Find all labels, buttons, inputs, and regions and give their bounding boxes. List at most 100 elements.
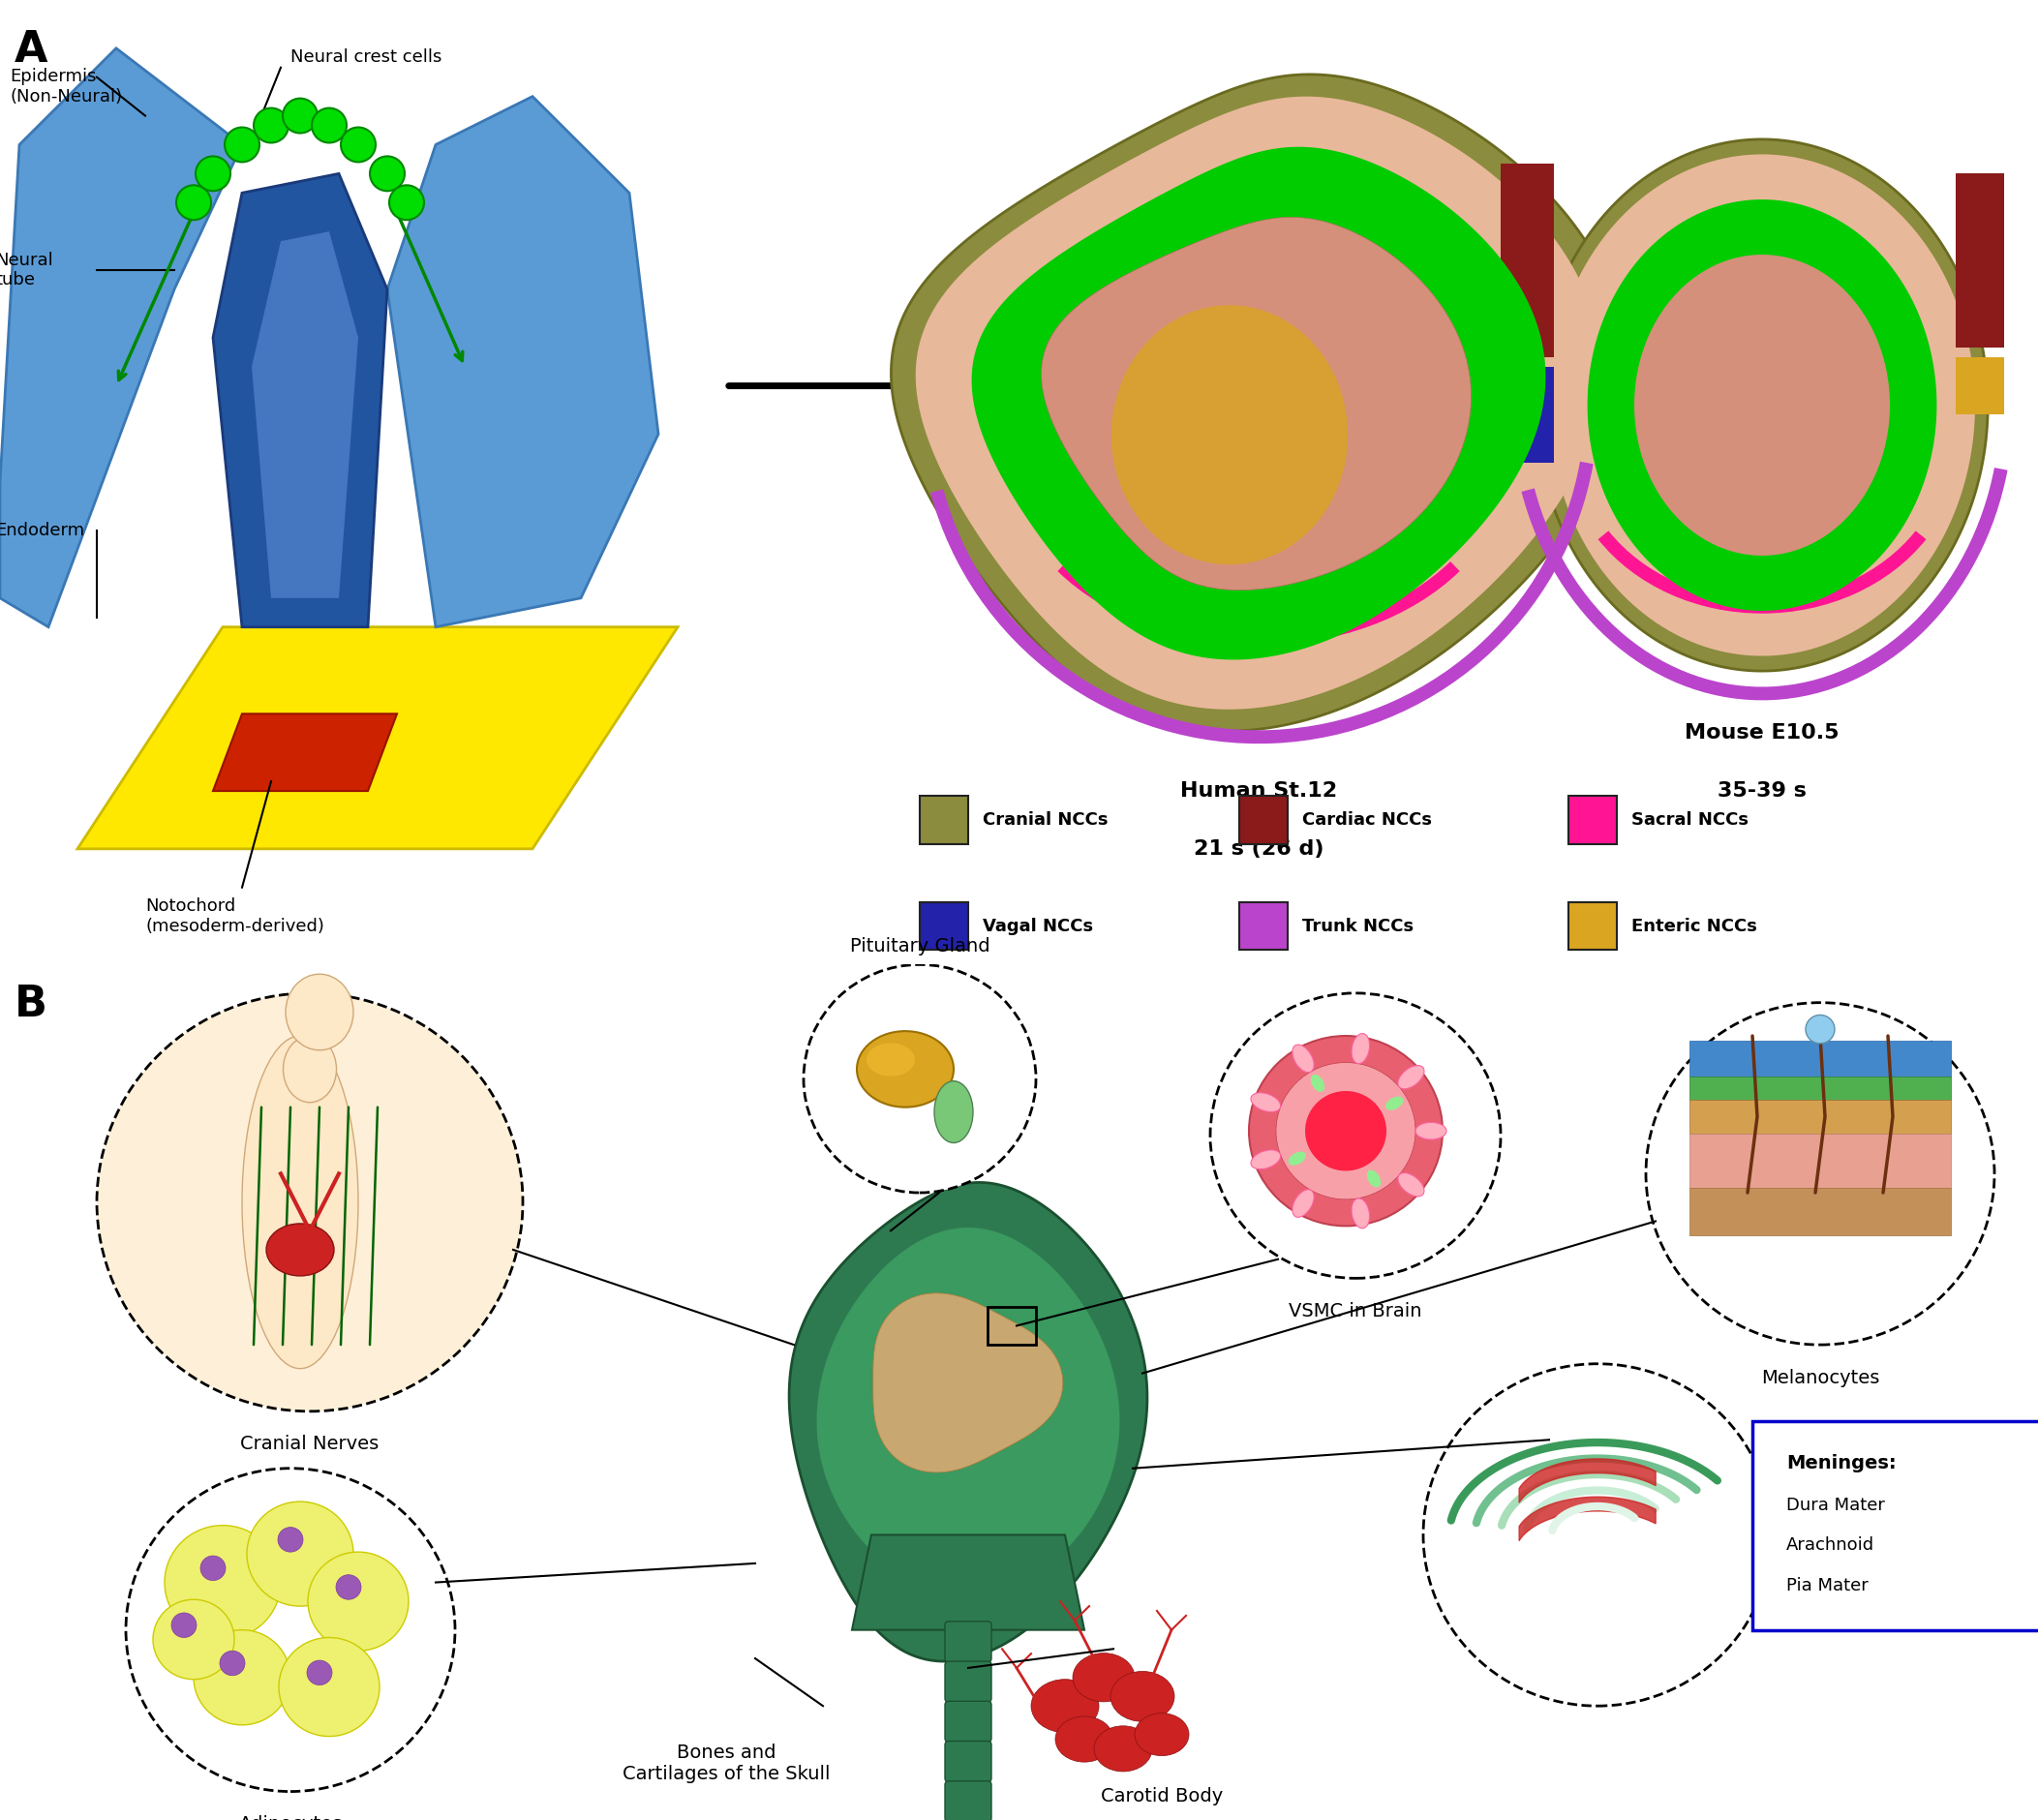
Ellipse shape [933, 1081, 972, 1143]
Polygon shape [214, 173, 387, 626]
Circle shape [175, 186, 212, 220]
Text: Endoderm: Endoderm [0, 522, 84, 539]
Text: Carotid Body: Carotid Body [1101, 1787, 1223, 1805]
FancyBboxPatch shape [1569, 795, 1616, 844]
Polygon shape [1634, 255, 1889, 555]
Text: Trunk NCCs: Trunk NCCs [1302, 917, 1414, 935]
Ellipse shape [1251, 1092, 1280, 1112]
FancyBboxPatch shape [946, 1662, 990, 1702]
Circle shape [277, 1527, 304, 1552]
Ellipse shape [1386, 1096, 1404, 1110]
Ellipse shape [1367, 1170, 1382, 1187]
Text: Adipocytes: Adipocytes [238, 1815, 342, 1820]
FancyBboxPatch shape [946, 1702, 990, 1742]
Polygon shape [872, 1294, 1064, 1472]
Text: Sacral NCCs: Sacral NCCs [1630, 812, 1749, 828]
Polygon shape [214, 713, 397, 792]
Ellipse shape [1072, 1653, 1135, 1702]
Polygon shape [1537, 140, 1987, 672]
Text: VSMC in Brain: VSMC in Brain [1288, 1301, 1423, 1320]
Polygon shape [1111, 306, 1347, 564]
Text: Bones and
Cartilages of the Skull: Bones and Cartilages of the Skull [622, 1744, 829, 1784]
Text: Dura Mater: Dura Mater [1785, 1496, 1885, 1514]
Bar [1690, 1188, 1950, 1236]
Ellipse shape [267, 1223, 334, 1276]
Polygon shape [789, 1183, 1147, 1662]
FancyBboxPatch shape [1239, 903, 1288, 950]
Circle shape [803, 965, 1035, 1192]
Text: Melanocytes: Melanocytes [1761, 1369, 1879, 1387]
Ellipse shape [1111, 1671, 1174, 1722]
Circle shape [1304, 1090, 1386, 1170]
Text: Cranial NCCs: Cranial NCCs [982, 812, 1109, 828]
Text: Cranial Nerves: Cranial Nerves [240, 1434, 379, 1454]
Ellipse shape [1031, 1680, 1098, 1733]
Polygon shape [1041, 217, 1471, 590]
Ellipse shape [1416, 1123, 1447, 1139]
FancyBboxPatch shape [919, 903, 968, 950]
Text: Enteric NCCs: Enteric NCCs [1630, 917, 1757, 935]
Circle shape [1249, 1036, 1443, 1227]
Ellipse shape [283, 1036, 336, 1103]
Polygon shape [387, 96, 658, 626]
Ellipse shape [1398, 1172, 1425, 1196]
Polygon shape [1518, 1496, 1655, 1542]
Circle shape [308, 1660, 332, 1685]
FancyBboxPatch shape [919, 795, 968, 844]
Text: Neural
tube: Neural tube [0, 251, 53, 289]
Bar [1956, 173, 2003, 348]
Bar [1690, 1077, 1950, 1099]
Polygon shape [253, 231, 359, 599]
Circle shape [220, 1651, 245, 1676]
Polygon shape [852, 1534, 1084, 1631]
Circle shape [171, 1613, 196, 1638]
Ellipse shape [1056, 1716, 1113, 1762]
Bar [988, 1307, 1035, 1345]
Bar [1690, 1134, 1950, 1188]
Text: Arachnoid: Arachnoid [1785, 1536, 1875, 1554]
Circle shape [336, 1574, 361, 1600]
Circle shape [98, 994, 524, 1410]
Ellipse shape [1310, 1074, 1325, 1092]
Polygon shape [872, 1294, 1064, 1472]
Circle shape [340, 127, 375, 162]
Text: Human St.12: Human St.12 [1180, 781, 1337, 801]
Polygon shape [0, 47, 243, 626]
Text: Neural crest cells: Neural crest cells [291, 47, 442, 66]
Text: Pia Mater: Pia Mater [1785, 1576, 1869, 1594]
FancyBboxPatch shape [1753, 1421, 2038, 1631]
Text: B: B [14, 983, 47, 1025]
Circle shape [153, 1600, 234, 1680]
Text: Pituitary Gland: Pituitary Gland [850, 937, 990, 956]
Circle shape [196, 157, 230, 191]
Ellipse shape [1292, 1045, 1315, 1072]
FancyBboxPatch shape [946, 1782, 990, 1820]
FancyBboxPatch shape [946, 1622, 990, 1662]
Ellipse shape [1094, 1725, 1151, 1771]
Polygon shape [77, 626, 679, 848]
Polygon shape [1588, 200, 1936, 612]
Text: 21 s (26 d): 21 s (26 d) [1194, 839, 1325, 859]
Bar [1956, 357, 2003, 415]
Circle shape [369, 157, 406, 191]
Ellipse shape [1351, 1198, 1370, 1228]
Circle shape [279, 1638, 379, 1736]
Ellipse shape [243, 1036, 359, 1369]
Text: Notochord
(mesoderm-derived): Notochord (mesoderm-derived) [145, 897, 324, 935]
Circle shape [224, 127, 259, 162]
Ellipse shape [1288, 1152, 1306, 1165]
Polygon shape [1518, 1460, 1655, 1503]
Ellipse shape [1292, 1190, 1315, 1218]
Circle shape [389, 186, 424, 220]
FancyBboxPatch shape [1569, 903, 1616, 950]
Ellipse shape [1398, 1065, 1425, 1088]
Ellipse shape [1251, 1150, 1280, 1168]
Text: A: A [14, 29, 49, 71]
Ellipse shape [856, 1032, 954, 1107]
Circle shape [283, 98, 318, 133]
Circle shape [1806, 1016, 1834, 1043]
Text: Vagal NCCs: Vagal NCCs [982, 917, 1092, 935]
Ellipse shape [285, 974, 353, 1050]
Bar [1690, 1041, 1950, 1077]
Polygon shape [1549, 155, 1975, 655]
